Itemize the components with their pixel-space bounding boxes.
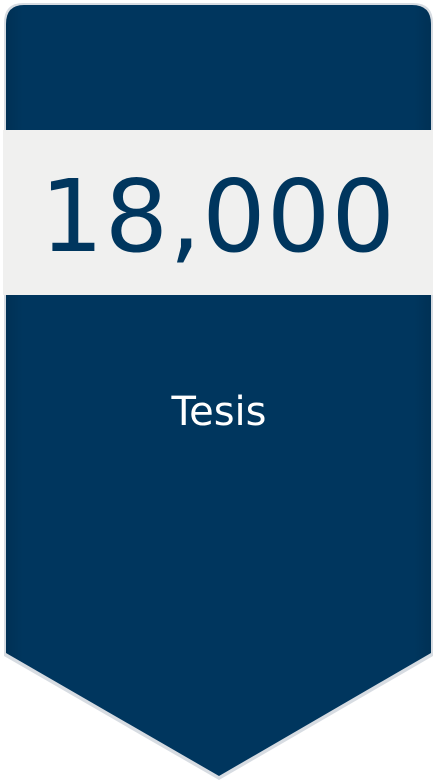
stat-label: Tesis [171,389,267,435]
stat-value: 18,000 [40,157,396,275]
number-band-bg [3,130,433,295]
number-band: 18,000 [3,130,433,295]
